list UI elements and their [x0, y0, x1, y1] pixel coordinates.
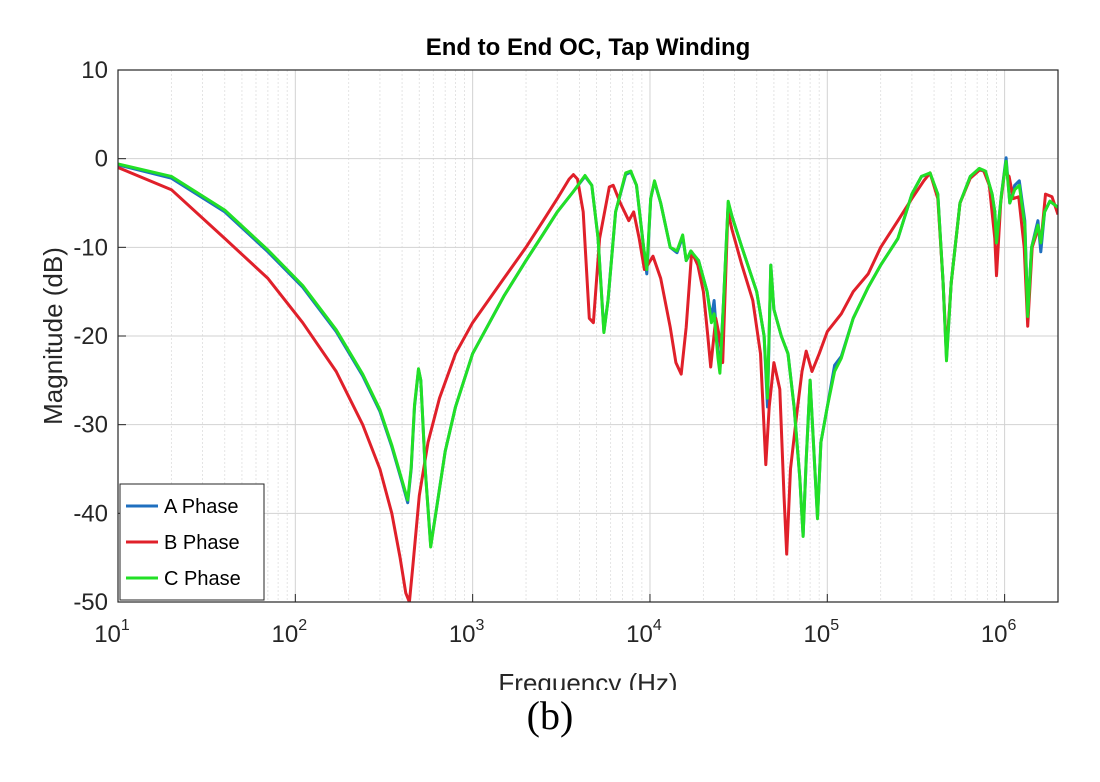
- y-tick-label: -40: [73, 500, 108, 527]
- legend-label: A Phase: [164, 496, 239, 518]
- x-tick-label: 106: [981, 617, 1017, 648]
- y-tick-label: -20: [73, 323, 108, 350]
- magnitude-chart: 101 102 103 104 105 106 10 0 -10 -20 -30 -40 -50 End…: [38, 34, 1059, 690]
- tick-labels: 101 102 103 104 105 106 10 0 -10 -20 -30 -40 -50: [73, 57, 1016, 648]
- y-tick-label: 10: [81, 57, 108, 84]
- x-tick-label: 103: [449, 617, 485, 648]
- y-tick-label: -10: [73, 234, 108, 261]
- x-tick-label: 102: [272, 617, 308, 648]
- y-axis-label: Magnitude (dB): [38, 247, 68, 425]
- figure-caption: (b): [526, 693, 574, 738]
- chart-title: End to End OC, Tap Winding: [426, 34, 751, 61]
- x-axis-label: Frequency (Hz): [498, 668, 677, 690]
- y-tick-label: 0: [95, 146, 108, 173]
- x-tick-label: 105: [803, 617, 839, 648]
- y-tick-label: -50: [73, 589, 108, 616]
- series-layer: [118, 156, 1058, 602]
- x-tick-label: 101: [94, 617, 130, 648]
- legend-label: C Phase: [164, 568, 241, 590]
- y-tick-label: -30: [73, 412, 108, 439]
- series-line-3: [118, 159, 1058, 549]
- legend-label: B Phase: [164, 532, 240, 554]
- legend: A Phase B Phase C Phase: [119, 483, 265, 601]
- x-tick-label: 104: [626, 617, 662, 648]
